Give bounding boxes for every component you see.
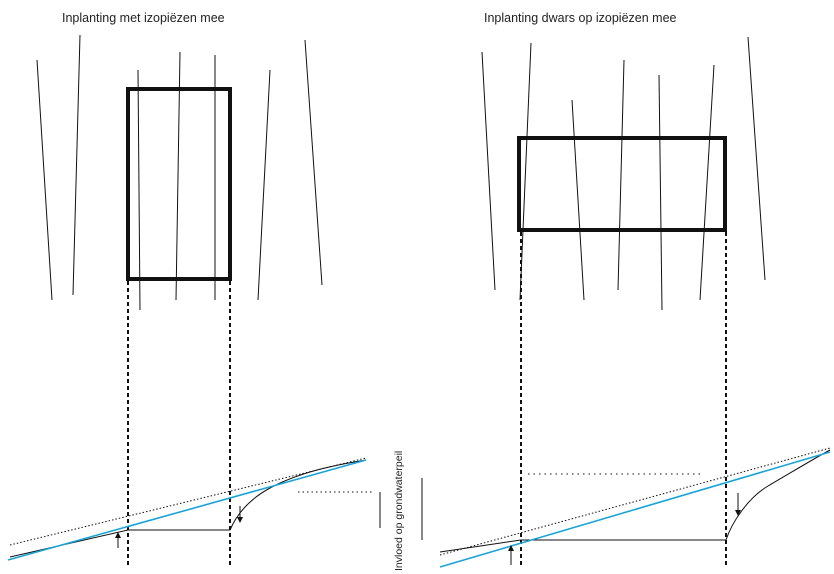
isopiestic-line xyxy=(257,69,271,301)
building-footprint-left xyxy=(126,87,232,281)
isopiestic-line xyxy=(571,99,585,301)
isopiestic-line xyxy=(304,39,323,286)
groundwater-line-blue xyxy=(7,459,367,561)
title-left: Inplanting met izopiëzen mee xyxy=(62,11,225,25)
down-arrow-head-icon xyxy=(237,517,243,523)
isopiestic-line xyxy=(519,42,532,301)
building-footprint-right xyxy=(517,136,727,232)
original-groundwater-level xyxy=(9,457,367,546)
modified-groundwater-level xyxy=(439,539,726,553)
right-isopiestic-lines xyxy=(481,36,766,311)
right-panel xyxy=(439,36,831,568)
up-arrow-head-icon xyxy=(115,532,121,538)
isopiestic-line xyxy=(36,59,53,301)
modified-groundwater-curve xyxy=(229,459,367,531)
left-isopiestic-lines xyxy=(36,34,323,311)
isopiestic-line xyxy=(699,64,715,301)
modified-groundwater-curve xyxy=(725,449,831,541)
isopiestic-line xyxy=(175,51,181,301)
down-arrow-head-icon xyxy=(735,510,741,516)
isopiestic-line xyxy=(72,34,81,296)
isopiestic-line xyxy=(137,69,141,311)
modified-groundwater-level xyxy=(9,529,230,558)
isopiestic-line xyxy=(617,59,625,291)
original-groundwater-level xyxy=(439,447,831,556)
groundwater-line-blue xyxy=(439,451,831,568)
side-label: Invloed op grondwaterpeil xyxy=(393,451,405,571)
up-arrow-head-icon xyxy=(508,545,514,551)
isopiestic-line xyxy=(747,36,766,281)
isopiestic-line xyxy=(658,74,663,311)
side-label-group: Invloed op grondwaterpeil xyxy=(379,451,423,571)
isopiestic-line xyxy=(481,51,496,291)
left-panel xyxy=(7,34,372,566)
title-right: Inplanting dwars op izopiëzen mee xyxy=(484,11,677,25)
